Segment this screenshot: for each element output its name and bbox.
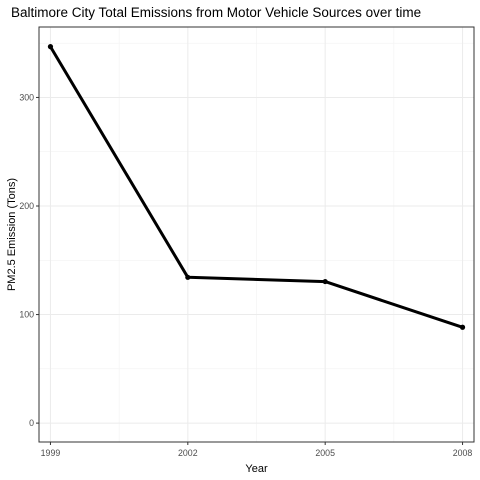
x-tick-label: 2008	[453, 448, 473, 458]
x-tick-label: 2002	[178, 448, 198, 458]
plot-panel	[38, 26, 475, 443]
y-tick-label: 200	[19, 201, 34, 211]
series-group	[47, 44, 466, 330]
data-point	[459, 324, 466, 330]
data-point	[322, 278, 328, 285]
series-line	[48, 45, 465, 329]
x-tick-label: 1999	[41, 448, 61, 458]
y-axis-title: PM2.5 Emission (Tons)	[6, 178, 18, 291]
major-gridlines	[39, 27, 474, 442]
minor-gridlines	[39, 27, 474, 442]
chart-title: Baltimore City Total Emissions from Moto…	[11, 5, 421, 20]
data-point	[185, 274, 191, 280]
data-point	[47, 44, 54, 50]
y-axis: 0 100 200 300	[19, 92, 39, 428]
x-tick-label: 2005	[315, 448, 335, 458]
y-tick-label: 300	[19, 92, 34, 102]
x-axis-title: Year	[245, 463, 268, 475]
y-tick-label: 0	[29, 418, 34, 428]
y-tick-label: 100	[19, 310, 34, 320]
x-axis: 1999 2002 2005 2008	[41, 442, 473, 458]
